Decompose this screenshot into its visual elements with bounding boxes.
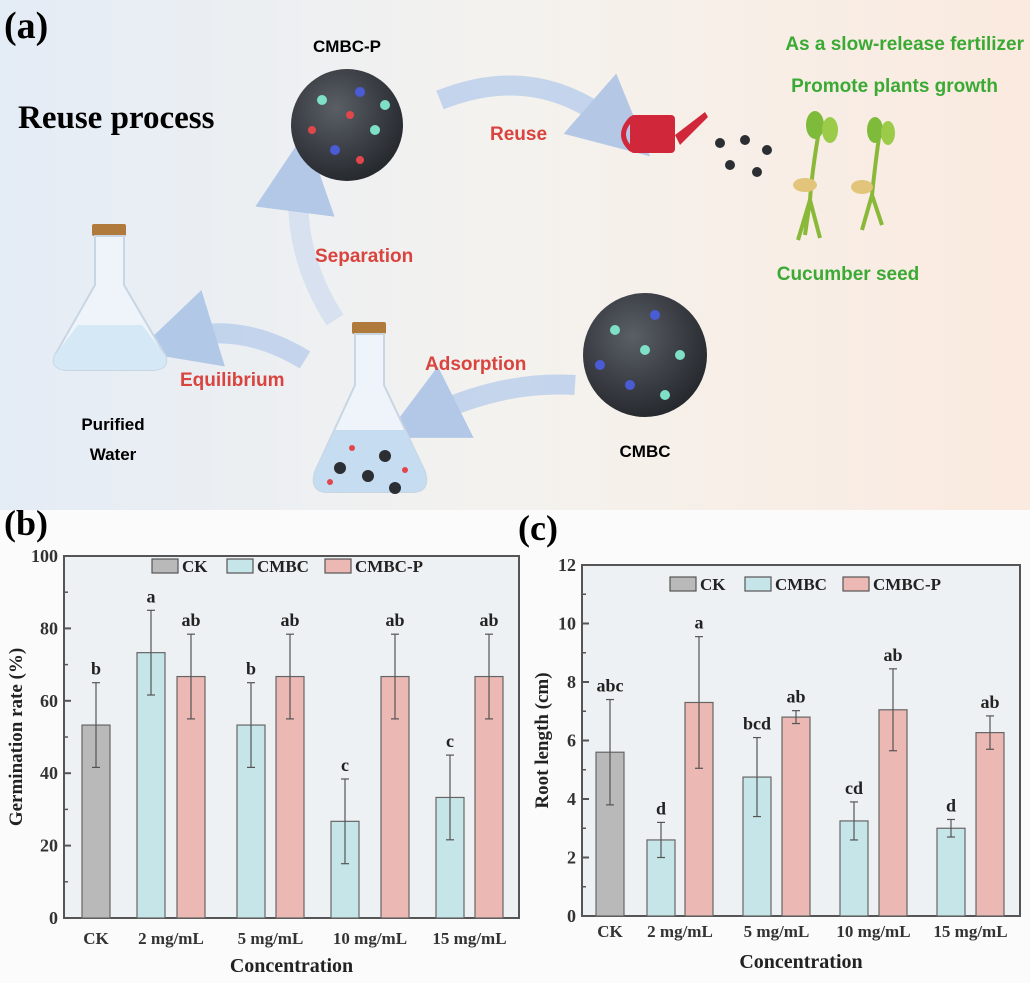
adsorption-label: Adsorption (425, 354, 526, 375)
significance-letter: bcd (743, 714, 771, 734)
separation-arrow (255, 132, 344, 326)
x-tick-label: CK (83, 929, 109, 948)
x-tick-label: CK (597, 922, 623, 941)
cmbc-p-particle-icon (291, 69, 403, 181)
purified-water-label-line1: Purified (81, 415, 144, 434)
cmbc-p-label: CMBC-P (313, 37, 381, 56)
significance-letter: ab (479, 610, 498, 630)
x-tick-label: 5 mg/mL (238, 929, 304, 948)
y-axis-title: Germination rate (%) (6, 648, 27, 826)
bar-cmbc-p (781, 716, 811, 917)
watering-can-icon (621, 112, 772, 177)
y-tick-label: 0 (567, 906, 576, 926)
fertilizer-text: As a slow-release fertilizer (785, 34, 1024, 55)
significance-letter: abc (597, 676, 624, 696)
legend-label-ck: CK (182, 557, 208, 576)
adsorption-flask-icon (312, 322, 428, 494)
significance-letter: a (695, 613, 704, 633)
x-tick-label: 10 mg/mL (333, 929, 407, 948)
equilibrium-arrow (136, 290, 311, 369)
reuse-label: Reuse (490, 124, 547, 145)
cmbc-label: CMBC (620, 442, 671, 461)
significance-letter: c (341, 755, 349, 775)
significance-letter: ab (385, 610, 404, 630)
y-tick-label: 4 (567, 789, 576, 809)
legend-label-ck: CK (700, 575, 726, 594)
germination-rate-chart: 0 20 40 60 80 100 Germination rate (%) CK 2 mg/m… (6, 546, 520, 977)
legend-swatch-cmbc-p (842, 576, 870, 592)
y-tick-label: 6 (567, 731, 576, 751)
y-tick-label: 100 (31, 546, 58, 566)
x-tick-label: 2 mg/mL (647, 922, 713, 941)
root-length-chart: 0 2 4 6 8 10 12 Root length (cm) CK 2 mg/mL 5 mg/m… (532, 555, 1021, 973)
significance-letter: b (91, 659, 101, 679)
significance-letter: ab (883, 645, 902, 665)
purified-water-flask-icon (52, 224, 168, 371)
bar-cmbc-p (975, 732, 1005, 917)
x-tick-label: 15 mg/mL (432, 929, 506, 948)
y-tick-label: 80 (40, 618, 58, 638)
x-tick-label: 2 mg/mL (138, 929, 204, 948)
y-tick-label: 10 (558, 614, 576, 634)
significance-letter: b (246, 659, 256, 679)
growth-text: Promote plants growth (791, 76, 998, 97)
x-tick-label: 15 mg/mL (933, 922, 1007, 941)
y-tick-label: 60 (40, 691, 58, 711)
significance-letter: d (946, 795, 956, 815)
cucumber-seedlings-icon (793, 111, 895, 241)
panel-a-diagram: (a) Reuse process CMBC-P CMBC (0, 0, 1030, 510)
significance-letter: ab (280, 610, 299, 630)
adsorption-arrow (384, 366, 576, 438)
panel-a-label: (a) (4, 5, 48, 47)
legend-swatch-cmbc (744, 576, 772, 592)
legend-swatch-cmbc (226, 558, 254, 574)
y-tick-label: 0 (49, 908, 58, 928)
panel-c-label: (c) (518, 508, 558, 548)
significance-letter: ab (786, 687, 805, 707)
legend-label-cmbc-p: CMBC-P (873, 575, 941, 594)
reuse-arrow (436, 73, 651, 157)
y-tick-label: 2 (567, 848, 576, 868)
significance-letter: cd (845, 778, 863, 798)
legend-swatch-ck (669, 576, 697, 592)
legend-swatch-ck (151, 558, 179, 574)
diagram-title: Reuse process (18, 100, 215, 136)
x-tick-label: 10 mg/mL (836, 922, 910, 941)
cmbc-particle-icon (583, 293, 707, 417)
legend-swatch-cmbc-p (324, 558, 352, 574)
significance-letter: d (656, 798, 666, 818)
equilibrium-label: Equilibrium (180, 370, 285, 391)
y-axis-title: Root length (cm) (532, 672, 553, 808)
y-tick-label: 8 (567, 672, 576, 692)
separation-label: Separation (315, 246, 413, 267)
legend-label-cmbc: CMBC (257, 557, 309, 576)
x-axis-title: Concentration (230, 955, 353, 977)
significance-letter: ab (181, 610, 200, 630)
significance-letter: ab (980, 692, 999, 712)
significance-letter: a (147, 586, 156, 606)
y-tick-label: 12 (558, 555, 576, 575)
cucumber-seed-text: Cucumber seed (777, 264, 920, 285)
y-tick-label: 40 (40, 763, 58, 783)
legend-label-cmbc-p: CMBC-P (355, 557, 423, 576)
x-tick-label: 5 mg/mL (744, 922, 810, 941)
bar-cmbc (136, 652, 166, 919)
y-tick-label: 20 (40, 836, 58, 856)
significance-letter: c (446, 731, 454, 751)
x-axis-title: Concentration (739, 951, 862, 973)
panel-b-label: (b) (4, 503, 48, 543)
bar-cmbc (936, 827, 966, 917)
purified-water-label-line2: Water (90, 445, 137, 464)
legend-label-cmbc: CMBC (775, 575, 827, 594)
